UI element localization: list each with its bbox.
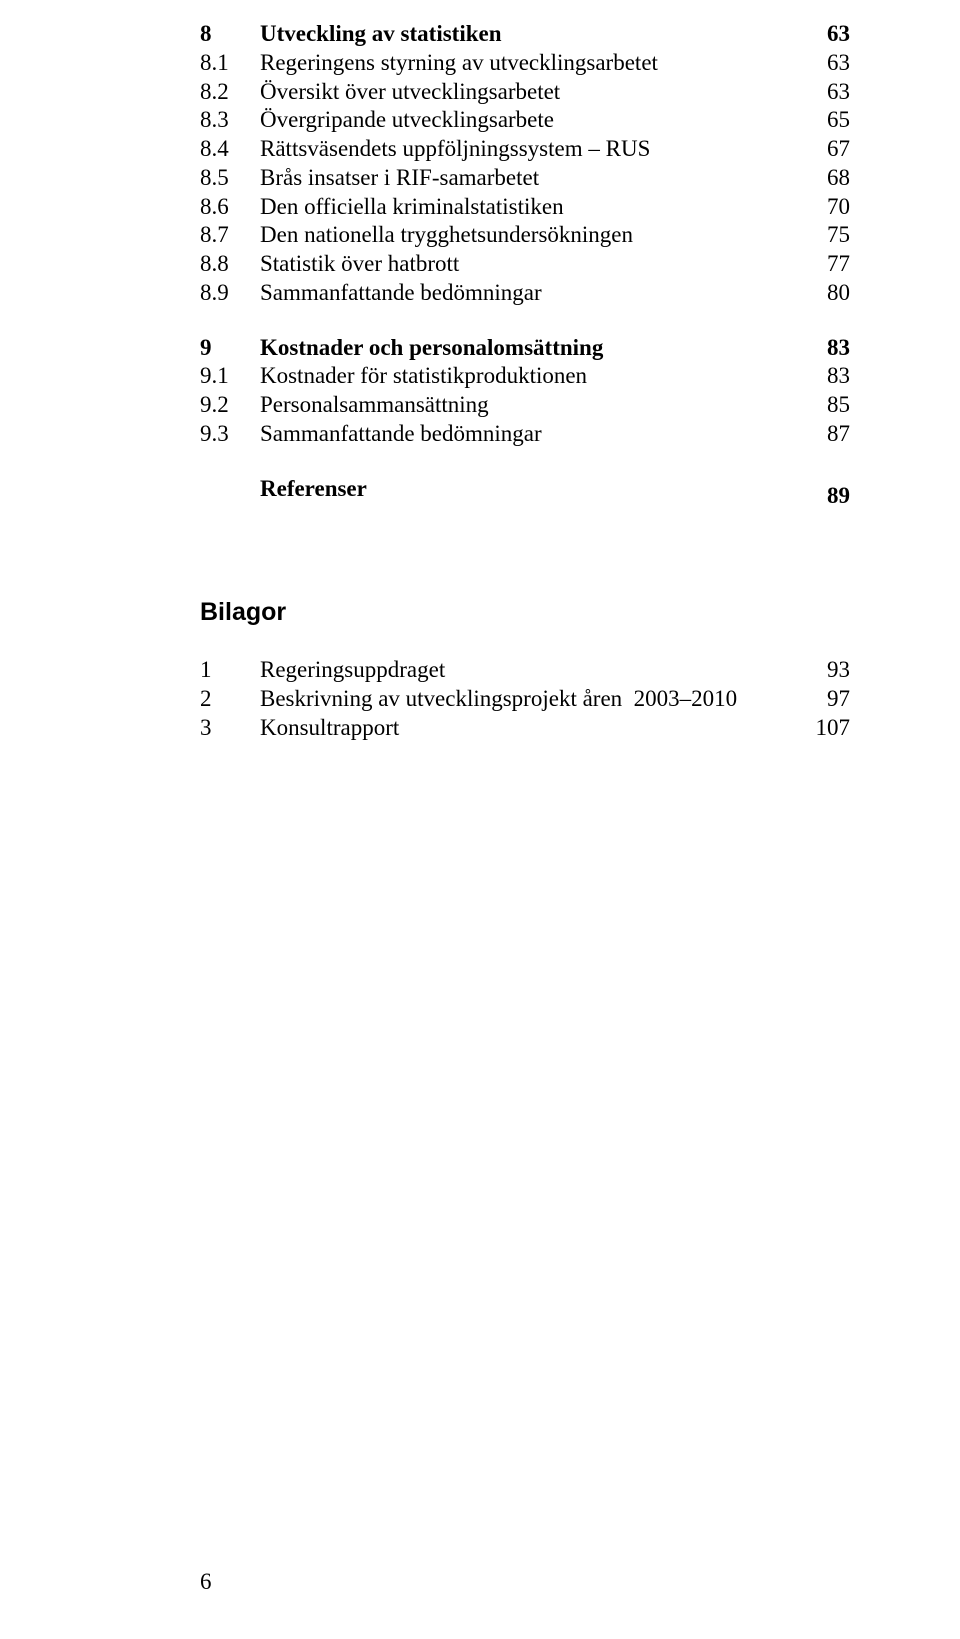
toc-item: 9.1 Kostnader för statistikproduktionen …	[200, 362, 850, 391]
toc-item: 8.7 Den nationella trygghetsundersökning…	[200, 221, 850, 250]
toc-num: 9.2	[200, 391, 260, 420]
toc-num: 8.6	[200, 193, 260, 222]
toc-item: 8.4 Rättsväsendets uppföljningssystem – …	[200, 135, 850, 164]
toc-title: Statistik över hatbrott	[260, 250, 459, 279]
spacer	[200, 511, 850, 591]
toc-page-num: 97	[807, 685, 850, 714]
toc-num: 1	[200, 656, 260, 685]
toc-title: Beskrivning av utvecklingsprojekt åren 2…	[260, 685, 737, 714]
toc-item: 8.6 Den officiella kriminalstatistiken 7…	[200, 193, 850, 222]
toc-num	[200, 475, 260, 504]
toc-num: 8.7	[200, 221, 260, 250]
toc-title: Den nationella trygghetsundersökningen	[260, 221, 633, 250]
toc-title: Sammanfattande bedömningar	[260, 420, 542, 449]
toc-item: 8.9 Sammanfattande bedömningar 80	[200, 279, 850, 308]
toc-num: 8.3	[200, 106, 260, 135]
toc-item: 1 Regeringsuppdraget 93	[200, 656, 850, 685]
toc-page-num: 80	[807, 279, 850, 308]
toc-page-num: 75	[807, 221, 850, 250]
toc-page-num: 83	[807, 334, 850, 363]
toc-title: Referenser	[260, 475, 367, 504]
toc-page-num: 83	[807, 362, 850, 391]
toc-item: 9.2 Personalsammansättning 85	[200, 391, 850, 420]
page-number: 6	[200, 1568, 212, 1597]
toc-num: 8.9	[200, 279, 260, 308]
toc-heading-8: 8 Utveckling av statistiken 63	[200, 20, 850, 49]
toc-num: 8.1	[200, 49, 260, 78]
toc-item: 8.8 Statistik över hatbrott 77	[200, 250, 850, 279]
toc-page-num: 87	[807, 420, 850, 449]
toc-references: Referenser 89	[200, 475, 850, 512]
spacer	[200, 308, 850, 334]
toc-num: 9	[200, 334, 260, 363]
toc-title: Regeringens styrning av utvecklingsarbet…	[260, 49, 658, 78]
toc-title: Översikt över utvecklingsarbetet	[260, 78, 560, 107]
toc-page-num: 63	[807, 20, 850, 49]
toc-num: 8.2	[200, 78, 260, 107]
toc-item: 8.2 Översikt över utvecklingsarbetet 63	[200, 78, 850, 107]
toc-page-num: 65	[807, 106, 850, 135]
toc-title: Rättsväsendets uppföljningssystem – RUS	[260, 135, 650, 164]
toc-num: 8.5	[200, 164, 260, 193]
toc-item: 3 Konsultrapport 107	[200, 714, 850, 743]
toc-item: 2 Beskrivning av utvecklingsprojekt åren…	[200, 685, 850, 714]
toc-num: 8	[200, 20, 260, 49]
toc-title: Konsultrapport	[260, 714, 399, 743]
toc-num: 2	[200, 685, 260, 714]
toc-page-num: 67	[807, 135, 850, 164]
toc-title: Personalsammansättning	[260, 391, 489, 420]
toc-heading-9: 9 Kostnader och personalomsättning 83	[200, 334, 850, 363]
toc-item: 8.3 Övergripande utvecklingsarbete 65	[200, 106, 850, 135]
toc-item: 9.3 Sammanfattande bedömningar 87	[200, 420, 850, 449]
toc-num: 3	[200, 714, 260, 743]
toc-page-num: 77	[807, 250, 850, 279]
toc-title: Brås insatser i RIF-samarbetet	[260, 164, 539, 193]
toc-num: 9.1	[200, 362, 260, 391]
toc-title: Kostnader och personalomsättning	[260, 334, 603, 363]
toc-page-num: 63	[807, 78, 850, 107]
toc-num: 8.4	[200, 135, 260, 164]
toc-title: Utveckling av statistiken	[260, 20, 502, 49]
toc-item: 8.1 Regeringens styrning av utvecklingsa…	[200, 49, 850, 78]
toc-title: Övergripande utvecklingsarbete	[260, 106, 554, 135]
document-page: 8 Utveckling av statistiken 63 8.1 Reger…	[0, 0, 960, 1639]
toc-page-num: 63	[807, 49, 850, 78]
toc-title: Kostnader för statistikproduktionen	[260, 362, 587, 391]
toc-page-num: 85	[807, 391, 850, 420]
toc-title: Regeringsuppdraget	[260, 656, 445, 685]
toc-item: 8.5 Brås insatser i RIF-samarbetet 68	[200, 164, 850, 193]
toc-page-num: 68	[807, 164, 850, 193]
spacer	[200, 449, 850, 475]
toc-num: 8.8	[200, 250, 260, 279]
toc-page-num: 89	[807, 482, 850, 511]
toc-title: Den officiella kriminalstatistiken	[260, 193, 564, 222]
toc-page-num: 107	[796, 714, 851, 743]
toc-num: 9.3	[200, 420, 260, 449]
toc-page-num: 93	[807, 656, 850, 685]
appendix-heading: Bilagor	[200, 597, 850, 628]
toc-page-num: 70	[807, 193, 850, 222]
toc-title: Sammanfattande bedömningar	[260, 279, 542, 308]
